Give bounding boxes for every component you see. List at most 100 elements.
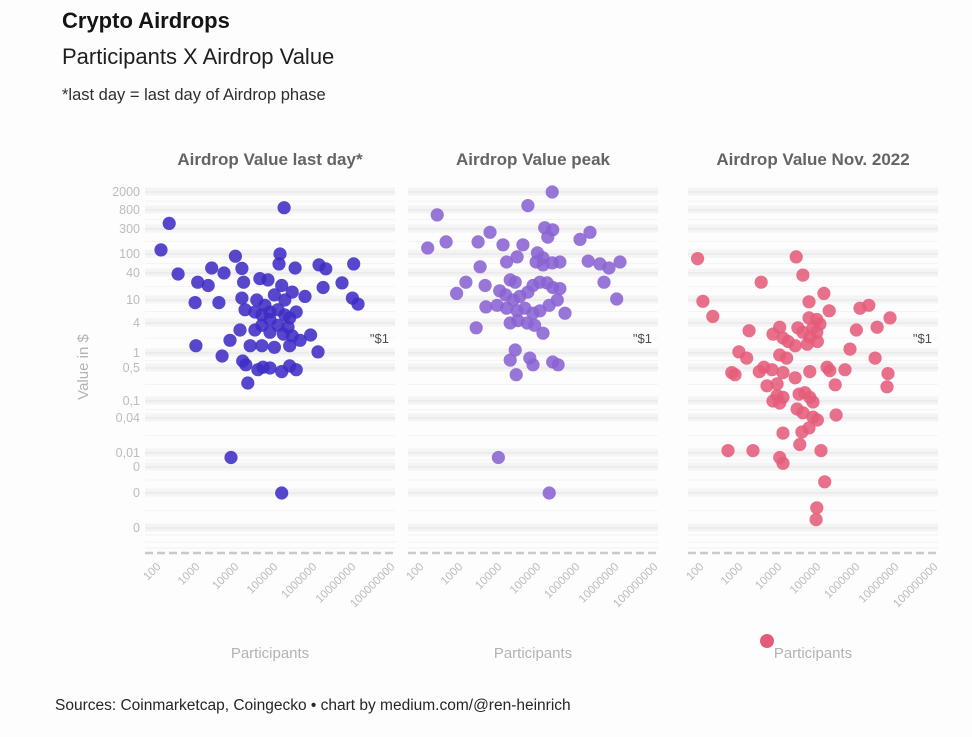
data-point bbox=[275, 486, 289, 500]
data-point bbox=[802, 421, 816, 435]
data-point bbox=[316, 280, 330, 295]
scatter-panel-3 bbox=[688, 187, 938, 555]
data-point bbox=[746, 444, 760, 458]
y-tick-label: 4 bbox=[133, 316, 140, 330]
data-point bbox=[347, 257, 361, 271]
data-point bbox=[691, 252, 705, 266]
data-point bbox=[752, 365, 766, 379]
y-tick-label: 0 bbox=[133, 486, 140, 500]
source-credit: Sources: Coinmarketcap, Coingecko • char… bbox=[55, 697, 571, 714]
data-point bbox=[224, 450, 238, 465]
y-tick-label: 100 bbox=[119, 247, 140, 261]
data-point bbox=[473, 260, 487, 274]
data-point bbox=[776, 456, 790, 470]
data-point bbox=[728, 368, 742, 382]
data-point bbox=[459, 275, 473, 289]
data-point bbox=[829, 408, 843, 422]
data-point bbox=[528, 318, 542, 332]
data-point bbox=[542, 486, 556, 500]
data-point bbox=[275, 278, 289, 293]
stray-outlier-dot bbox=[760, 634, 774, 648]
data-point bbox=[171, 267, 185, 281]
data-point bbox=[500, 301, 514, 315]
data-point bbox=[796, 268, 810, 282]
data-point bbox=[773, 396, 787, 410]
data-point bbox=[248, 323, 262, 337]
data-point bbox=[205, 261, 219, 275]
dollar-one-annotation: "$1 bbox=[632, 331, 652, 346]
data-point bbox=[868, 351, 882, 365]
data-point bbox=[780, 351, 794, 365]
data-point bbox=[870, 320, 884, 334]
data-point bbox=[810, 501, 824, 515]
data-point bbox=[760, 379, 774, 393]
data-point bbox=[843, 342, 857, 356]
y-tick-label: 40 bbox=[126, 266, 140, 280]
data-point bbox=[478, 278, 492, 293]
data-point bbox=[602, 261, 616, 275]
data-point bbox=[241, 376, 255, 390]
data-point bbox=[791, 321, 805, 335]
data-point bbox=[267, 340, 281, 354]
data-point bbox=[335, 276, 349, 290]
data-point bbox=[469, 321, 483, 335]
data-point bbox=[553, 255, 567, 269]
y-tick-label: 800 bbox=[119, 203, 140, 217]
data-point bbox=[479, 300, 493, 314]
data-point bbox=[881, 367, 895, 381]
data-point bbox=[742, 324, 756, 338]
data-point bbox=[500, 255, 514, 269]
data-point bbox=[319, 262, 333, 276]
dollar-one-annotation: "$1 bbox=[912, 331, 932, 346]
data-point bbox=[430, 208, 444, 222]
data-point bbox=[273, 247, 287, 261]
data-point bbox=[236, 354, 250, 368]
data-point bbox=[551, 358, 565, 372]
data-point bbox=[721, 444, 735, 458]
data-point bbox=[283, 359, 297, 373]
data-point bbox=[283, 339, 297, 353]
page-title: Crypto Airdrops bbox=[62, 8, 230, 33]
y-tick-label: 300 bbox=[119, 222, 140, 236]
y-tick-label: 0 bbox=[133, 460, 140, 474]
data-point bbox=[776, 366, 790, 380]
data-point bbox=[288, 261, 302, 275]
data-point bbox=[278, 293, 292, 307]
data-point bbox=[311, 345, 325, 359]
data-point bbox=[508, 343, 522, 357]
data-point bbox=[188, 296, 202, 310]
data-point bbox=[793, 437, 807, 452]
data-point bbox=[806, 395, 820, 409]
y-tick-label: 0,01 bbox=[115, 446, 140, 460]
data-point bbox=[496, 238, 510, 252]
data-point bbox=[189, 339, 203, 353]
data-point bbox=[788, 371, 802, 385]
data-point bbox=[849, 323, 863, 337]
data-point bbox=[255, 339, 269, 353]
data-point bbox=[581, 254, 595, 268]
data-point bbox=[516, 238, 530, 252]
data-point bbox=[796, 406, 810, 420]
data-point bbox=[277, 201, 291, 215]
x-tick-label: 100000000 bbox=[611, 561, 661, 611]
data-point bbox=[613, 255, 627, 269]
data-point bbox=[817, 286, 831, 300]
data-point bbox=[789, 250, 803, 264]
data-point bbox=[510, 250, 524, 264]
data-point bbox=[154, 243, 168, 257]
data-point bbox=[740, 351, 754, 365]
data-point bbox=[217, 266, 231, 280]
y-tick-label: 10 bbox=[126, 293, 140, 307]
panel-title: Airdrop Value Nov. 2022 bbox=[716, 150, 910, 169]
data-point bbox=[823, 364, 837, 378]
data-point bbox=[610, 292, 624, 306]
data-point bbox=[293, 333, 307, 347]
data-point bbox=[880, 380, 894, 394]
data-point bbox=[503, 353, 517, 367]
data-point bbox=[754, 275, 768, 289]
data-point bbox=[766, 327, 780, 341]
data-point bbox=[770, 377, 784, 391]
data-point bbox=[788, 339, 802, 353]
data-point bbox=[776, 426, 790, 440]
